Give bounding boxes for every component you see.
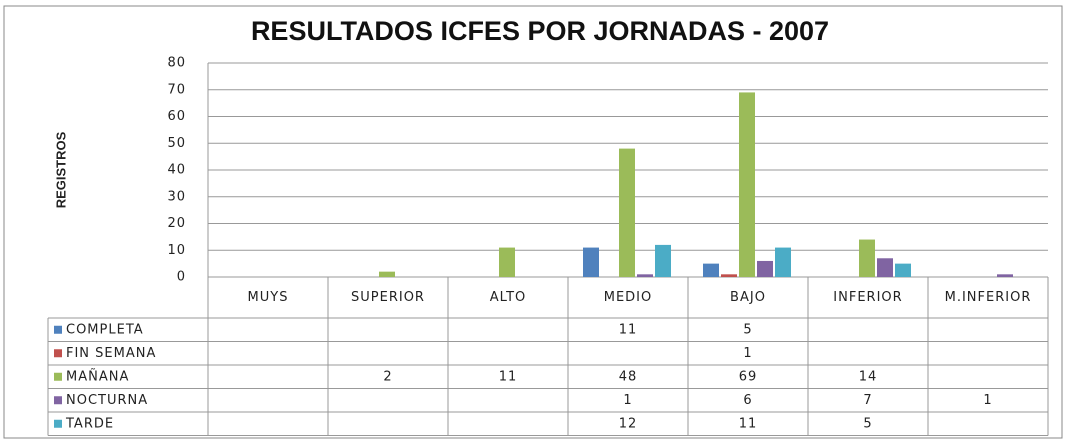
category-cell: M.INFERIOR bbox=[944, 290, 1032, 305]
y-tick-label: 0 bbox=[177, 270, 186, 285]
x-tick-label: SUPERIOR bbox=[351, 290, 425, 305]
data-label: 5 bbox=[863, 416, 872, 431]
x-tick-label: MEDIO bbox=[603, 290, 653, 305]
legend-label: NOCTURNA bbox=[66, 393, 148, 408]
category-cell: BAJO bbox=[730, 290, 766, 305]
chart-border bbox=[3, 5, 1063, 439]
data-label: 5 bbox=[743, 322, 752, 337]
category-cell: SUPERIOR bbox=[351, 290, 425, 305]
bar bbox=[583, 247, 599, 277]
data-label: 6 bbox=[743, 393, 752, 408]
y-axis-label: REGISTROS bbox=[53, 131, 68, 208]
bar bbox=[757, 260, 773, 277]
data-label: 1 bbox=[743, 346, 752, 361]
bar bbox=[619, 148, 635, 277]
bar bbox=[721, 274, 737, 277]
bar bbox=[997, 274, 1013, 277]
y-tick-label: 80 bbox=[167, 56, 186, 71]
legend-key bbox=[54, 349, 62, 358]
data-label: 14 bbox=[859, 369, 878, 384]
legend-label: MAÑANA bbox=[66, 368, 129, 384]
bar bbox=[655, 244, 671, 277]
category-cell: MEDIO bbox=[603, 290, 653, 305]
category-cell: ALTO bbox=[489, 290, 527, 305]
bar bbox=[859, 239, 875, 277]
bar bbox=[499, 247, 515, 277]
x-tick-label: INFERIOR bbox=[833, 290, 903, 305]
data-label: 1 bbox=[623, 393, 632, 408]
x-tick-label: M.INFERIOR bbox=[944, 290, 1032, 305]
x-tick-label: BAJO bbox=[730, 290, 766, 305]
y-tick-label: 10 bbox=[167, 243, 186, 258]
chart-title: RESULTADOS ICFES POR JORNADAS - 2007 bbox=[251, 16, 829, 46]
bar bbox=[637, 274, 653, 277]
category-cell: INFERIOR bbox=[833, 290, 903, 305]
bar bbox=[877, 258, 893, 277]
data-label: 12 bbox=[619, 416, 638, 431]
legend-key bbox=[54, 419, 62, 428]
bar bbox=[703, 263, 719, 277]
legend-key bbox=[54, 325, 62, 334]
bar bbox=[739, 92, 755, 277]
y-tick-label: 40 bbox=[167, 163, 186, 178]
data-label: 69 bbox=[739, 369, 758, 384]
bar bbox=[895, 263, 911, 277]
x-tick-label: MUYS bbox=[247, 290, 289, 305]
y-tick-label: 70 bbox=[167, 82, 186, 97]
data-label: 11 bbox=[499, 369, 518, 384]
x-tick-label: ALTO bbox=[489, 290, 527, 305]
data-label: 2 bbox=[383, 369, 392, 384]
y-tick-label: 20 bbox=[167, 216, 186, 231]
y-tick-label: 50 bbox=[167, 136, 186, 151]
legend-label: FIN SEMANA bbox=[66, 346, 156, 361]
legend-key bbox=[54, 372, 62, 381]
data-label: 11 bbox=[739, 416, 758, 431]
legend-key bbox=[54, 396, 62, 405]
y-tick-label: 60 bbox=[167, 109, 186, 124]
legend-label: TARDE bbox=[65, 416, 114, 431]
data-label: 7 bbox=[863, 393, 872, 408]
legend-label: COMPLETA bbox=[66, 322, 144, 337]
data-label: 11 bbox=[619, 322, 638, 337]
y-tick-label: 30 bbox=[167, 189, 186, 204]
bar bbox=[775, 247, 791, 277]
bar bbox=[379, 271, 395, 277]
data-label: 1 bbox=[983, 393, 992, 408]
data-label: 48 bbox=[619, 369, 638, 384]
category-cell: MUYS bbox=[247, 290, 289, 305]
